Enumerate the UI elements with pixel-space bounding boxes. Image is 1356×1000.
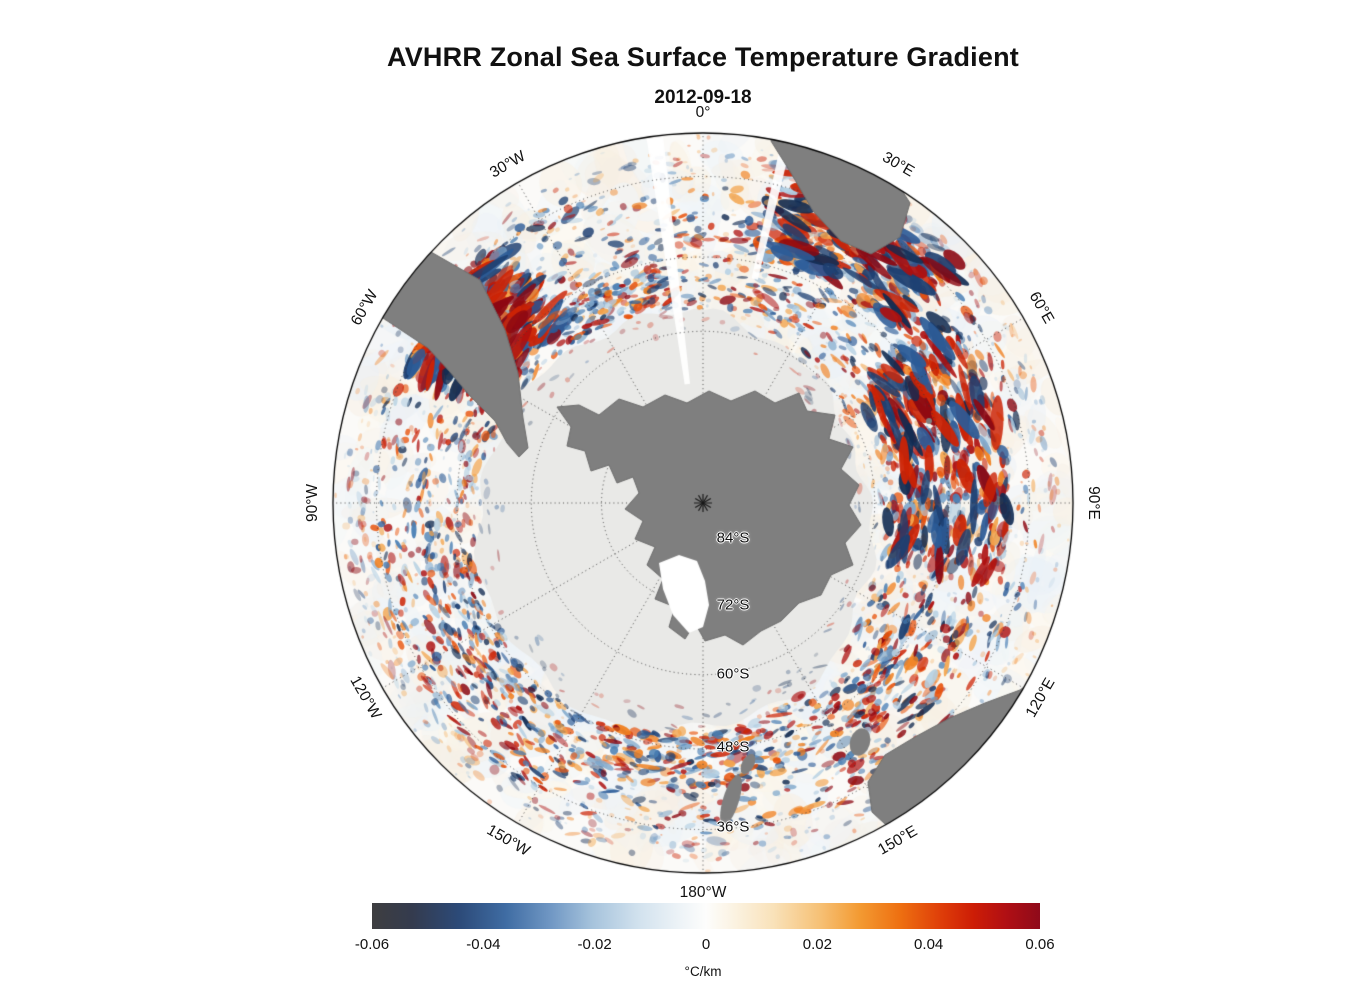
latitude-label: 60°S [716, 665, 750, 683]
colorbar-tick: 0 [701, 936, 711, 953]
latitude-label: 48°S [716, 738, 750, 756]
colorbar-tick: -0.06 [354, 936, 390, 953]
latitude-label: 36°S [716, 818, 750, 836]
latitude-label: 72°S [716, 596, 750, 614]
colorbar [372, 903, 1040, 929]
colorbar-tick: 0.02 [802, 936, 832, 953]
meridian-label: 180°W [679, 884, 727, 901]
colorbar-tick: -0.02 [577, 936, 612, 953]
meridian-label: 90°W [304, 483, 321, 523]
meridian-label: 90°E [1085, 486, 1102, 520]
colorbar-tick: -0.04 [466, 936, 501, 953]
figure-title: AVHRR Zonal Sea Surface Temperature Grad… [387, 42, 1019, 72]
figure-date: 2012-09-18 [654, 87, 752, 108]
colorbar-tick: 0.06 [1025, 936, 1055, 953]
latitude-label: 84°S [716, 529, 750, 547]
colorbar-unit-label: °C/km [684, 964, 722, 979]
colorbar-ticks: -0.06 -0.04 -0.02 0 0.02 0.04 0.06 [355, 936, 1055, 956]
meridian-label: 0° [695, 104, 711, 121]
colorbar-tick: 0.04 [914, 936, 944, 953]
